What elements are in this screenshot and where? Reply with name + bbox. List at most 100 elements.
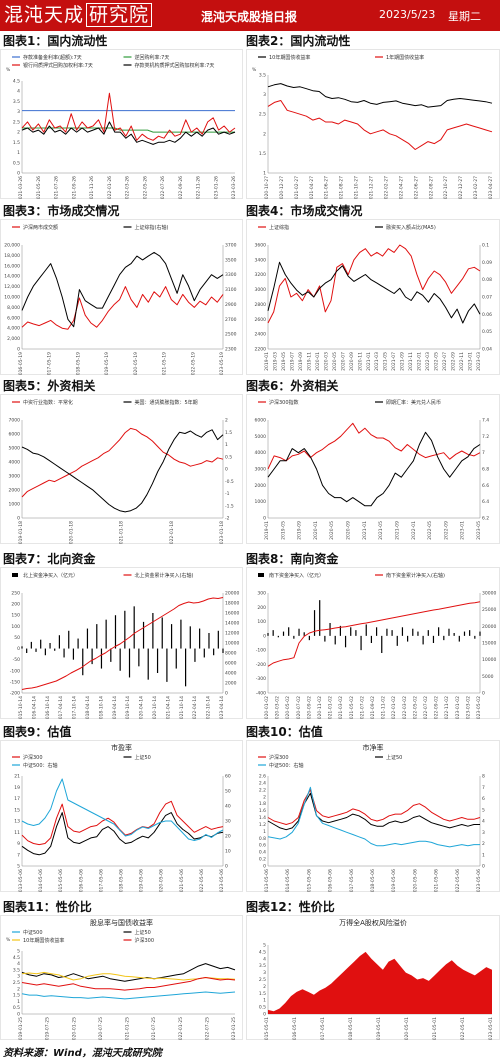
c4-xtick-7: 2020-03 [323,352,329,371]
c11-ytick-5: 2.5 [13,980,20,986]
c3-y2tick-1: 2500 [225,332,237,338]
c8-xtick-10: 2021-09-02 [370,696,376,719]
c2-ytick-3: 2.5 [259,112,266,118]
c9-xtick-7: 2020-05-06 [159,869,165,892]
c4-svg: 上证综指 融资买入额占比(MA5) 2200 2400 2600 2800 3000 3200… [246,219,500,375]
c2-xtick-2: 2021-02-27 [294,176,300,199]
c9-ytick-1: 7 [17,852,20,858]
c3-ytick-2: 4,000 [7,326,20,332]
c7-bar-0-40 [208,633,210,649]
c2-ytick-5: 3.5 [259,73,266,79]
chart-9-pe-ratio: 市盈率 沪深300 上证50 中证500：右轴 5 7 9 11 13 15 17 19 21 0 10 20… [0,740,243,892]
c8-xtick-14: 2022-05-02 [412,696,418,719]
c8-bar-0-2 [277,635,279,638]
c2-ytick-1: 1.5 [259,151,266,157]
c7-bar-0-26 [142,621,145,649]
c5-xtick-0: 2019-01-18 [18,521,24,544]
c8-y2tick-4: 20000 [482,624,496,630]
c2-legend-label-1: 1年期国债收益率 [386,54,424,61]
c8-xtick-17: 2022-11-02 [444,696,450,719]
c3-xtick-6: 2022-05-19 [190,352,196,375]
c8-bar-0-6 [298,628,300,636]
c5-line-1 [21,429,224,513]
c9-line-0 [21,800,224,846]
c5-svg: 中资行业指数：平常化 美国：通货膨胀指数：5年期 0 1000 2000 3000 4000… [0,394,243,544]
c12-ytick-3: 1.5 [259,991,266,997]
c8-bar-0-34 [443,635,445,641]
c10-line-2 [267,786,480,848]
c3-legend-label-0: 沪深两市成交额 [23,224,58,231]
c4-xtick-22: 2022-09 [451,352,457,371]
c7-bar-0-14 [86,628,89,649]
c7-legend-label-1: 北上资金累计净买入(右轴) [135,572,194,579]
c4-ytick-7: 3600 [255,243,267,249]
c1-xtick-3: 2021-09-26 [71,176,77,199]
c7-bar-0-16 [96,624,98,649]
c3-ytick-6: 12,000 [4,284,20,290]
c11-svg: 股息率与国债收益率% 中证500 上证50 10年期国债收益率 沪深300 00.511.… [0,915,243,1040]
c8-bar-0-7 [303,632,305,636]
c5-ytick-3: 3000 [9,474,21,480]
c5-ytick-6: 6000 [9,432,21,438]
c9-xtick-4: 2017-05-06 [98,869,104,892]
c6-xtick-5: 2020-09 [346,521,352,540]
c5-y2tick-3: -0.5 [225,479,234,485]
c10-ytick-2: 0.4 [259,850,266,856]
c1-xtick-10: 2022-11-26 [196,176,202,199]
c11-xtick-2: 2020-01-25 [71,1017,77,1040]
c8-bar-0-9 [313,610,316,636]
c10-ytick-7: 1.4 [259,815,266,821]
c12-ytick-5: 2.5 [259,977,266,983]
report-weekday: 星期二 [448,10,481,23]
c12-ytick-0: 0 [263,1012,266,1018]
c2-xtick-8: 2022-02-27 [383,176,389,199]
c3-ytick-5: 10,000 [4,295,20,301]
c6-y2tick-2: 6.6 [482,483,489,489]
c10-ytick-11: 2.2 [259,787,266,793]
c5-y2tick-0: -2 [225,516,230,522]
c7-ytick-7: 150 [11,613,20,619]
c7-xtick-4: 2017-10-14 [72,696,78,719]
c1-line-3 [21,121,236,145]
c10-ytick-4: 0.8 [259,836,266,842]
c1-ytick-5: 2.5 [13,119,20,125]
c1-legend-label-1: 逆回购利率:7天 [135,54,170,61]
c8-bar-0-39 [469,630,471,636]
c8-xtick-7: 2021-03-02 [338,696,344,719]
c9-y2tick-4: 40 [225,804,231,810]
c7-bar-0-0 [21,646,23,649]
c9-y2tick-6: 60 [225,774,231,780]
chart-1-liquidity-rates: % 存款准备金利率(超额):7天 逆回购利率:7天 银行间质押式回购加权利率:7天 存款… [0,49,243,199]
c10-y2tick-1: 1 [482,852,485,858]
chart-4-margin-ratio: 上证综指 融资买入额占比(MA5) 2200 2400 2600 2800 3000 3200… [246,219,500,375]
c2-xtick-6: 2021-10-27 [354,176,360,199]
c5-ytick-5: 5000 [9,446,21,452]
c9-xtick-8: 2021-05-06 [179,869,185,892]
c10-ytick-0: 0 [263,864,266,870]
c10-ytick-6: 1.2 [259,822,266,828]
c10-xtick-10: 2023-05-06 [476,869,482,892]
c5-ytick-0: 0 [17,516,20,522]
c8-bar-0-29 [417,631,419,636]
c7-xtick-6: 2018-10-14 [98,696,104,719]
c4-xtick-15: 2021-07 [391,352,397,371]
c8-xtick-9: 2021-07-02 [359,696,365,719]
c1-legend-label-3: 存款类机构质押式回购加权利率:7天 [135,62,215,69]
c4-xtick-10: 2020-09 [349,352,355,371]
c7-y2tick-10: 20000 [225,591,239,597]
c11-xtick-1: 2019-07-25 [45,1017,51,1040]
section-row-1: 图表1：国内流动性 图表2：国内流动性 [0,31,500,48]
c8-bar-0-40 [474,635,476,639]
c2-ytick-2: 2 [263,131,266,137]
c10-y2tick-3: 3 [482,830,485,836]
c6-xtick-11: 2022-09 [443,521,449,540]
c11-legend-label-0: 中证500 [23,929,43,936]
c10-y2tick-8: 8 [482,774,485,780]
c6-xtick-0: 2019-01 [264,521,270,540]
c1-xtick-8: 2022-07-26 [160,176,166,199]
c5-y2tick-4: 0 [225,467,228,473]
c4-xtick-16: 2021-09 [400,352,406,371]
c8-bar-0-36 [453,633,455,636]
c7-ytick-1: -150 [10,679,20,685]
